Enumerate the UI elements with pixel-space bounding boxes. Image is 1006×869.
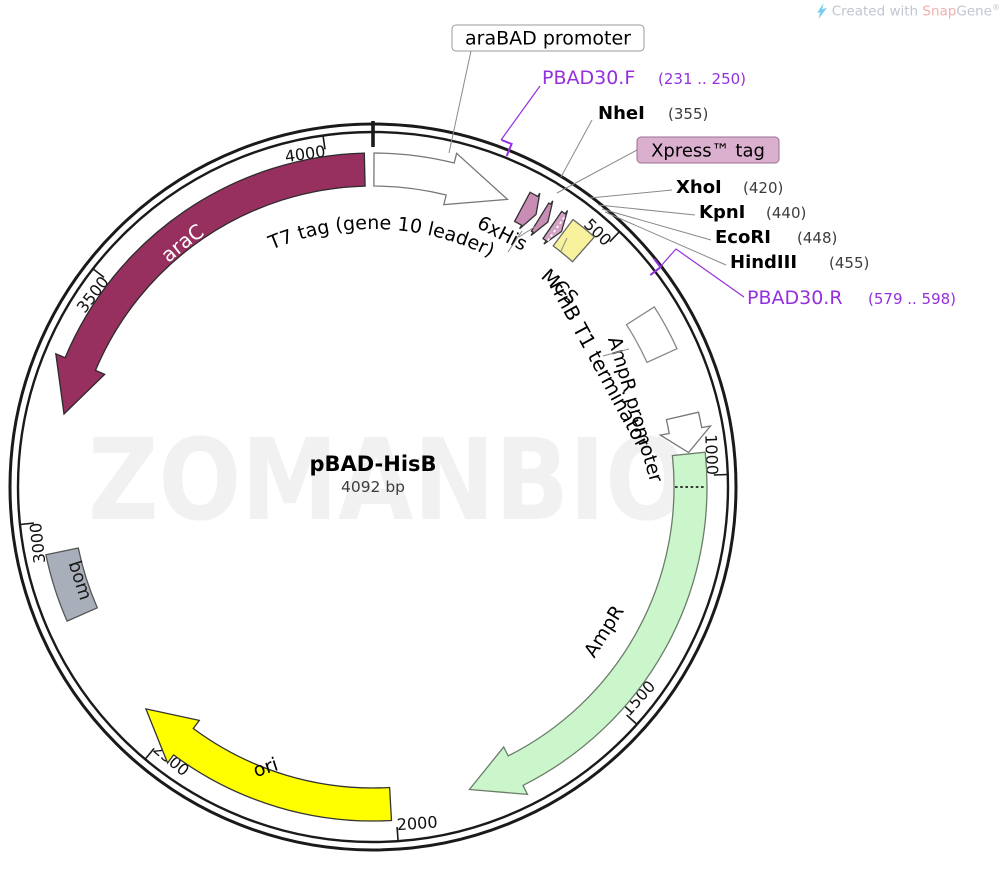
tick-label-2000: 2000 (396, 813, 438, 835)
primer-leader-PBAD30F (500, 85, 541, 141)
enzyme-leader-KpnI (597, 204, 696, 216)
enzyme-label-HindIII: HindIII (730, 252, 797, 273)
enzyme-position-XhoI: (420) (743, 179, 783, 197)
mcs-leader (560, 237, 568, 252)
tick-mark-3500 (92, 268, 105, 279)
xpress-leader (556, 149, 638, 194)
feature-T7tag (513, 191, 541, 230)
enzyme-leader-XhoI (589, 189, 673, 199)
snapgene-logo-icon (816, 3, 827, 20)
t7-tag-leader (507, 230, 523, 253)
feature-AmpR (468, 451, 708, 796)
feature-MCS (552, 218, 596, 263)
primer-label-PBAD30R: PBAD30.R (747, 287, 843, 309)
enzyme-label-EcoRI: EcoRI (715, 227, 771, 248)
plasmid-size: 4092 bp (341, 478, 405, 496)
primer-mark-PBAD30F (501, 139, 513, 157)
enzyme-position-HindIII: (455) (829, 254, 869, 272)
rrnb-leader (602, 348, 630, 357)
tick-mark-500 (609, 231, 621, 243)
enzyme-leader-EcoRI (601, 208, 712, 241)
plasmid-title: pBAD-HisB (309, 452, 436, 476)
callout-label-araBAD: araBAD promoter (465, 28, 631, 50)
snapgene-credit: Created with SnapGene® (814, 3, 1000, 20)
callout-box-Xpress (636, 136, 780, 164)
tick-mark-4000 (322, 135, 326, 150)
araBAD-leader (448, 50, 472, 154)
credit-text: Created with SnapGene® (831, 3, 1000, 20)
enzyme-label-NheI: NheI (598, 103, 645, 124)
feature-araBAD (373, 152, 510, 206)
tick-label-3000: 3000 (26, 522, 49, 565)
tick-mark-1000 (713, 473, 728, 476)
enzyme-position-EcoRI: (448) (797, 229, 837, 247)
callout-label-Xpress: Xpress™ tag (651, 140, 765, 161)
feature-araC (55, 152, 366, 416)
primer-label-PBAD30F: PBAD30.F (542, 67, 635, 89)
feature-AmpRprom (658, 411, 713, 454)
feature-label-T7tag: T7 tag (gene 10 leader) (265, 212, 498, 262)
enzyme-position-KpnI: (440) (766, 204, 806, 222)
feature-His6 (530, 200, 554, 237)
callout-box-araBAD (451, 24, 645, 52)
enzyme-leader-HindIII (604, 211, 727, 266)
enzyme-leader-NheI (560, 119, 593, 178)
primer-range-PBAD30F: (231 .. 250) (658, 70, 746, 88)
his6-leader (518, 225, 537, 238)
primer-range-PBAD30R: (579 .. 598) (868, 290, 956, 308)
feature-ori (144, 708, 393, 822)
enzyme-label-XhoI: XhoI (676, 177, 722, 198)
feature-rrnBT1 (625, 306, 678, 364)
tick-mark-1500 (626, 714, 638, 725)
primer-leader-PBAD30R (659, 248, 745, 298)
tick-mark-3000 (19, 522, 34, 526)
watermark-text: ZOMANBIO (88, 416, 688, 546)
tick-mark-2000 (396, 827, 399, 842)
feature-label-AmpR: AmpR (580, 602, 629, 662)
feature-Xpress (542, 210, 569, 245)
enzyme-label-KpnI: KpnI (699, 202, 745, 223)
feature-bom (45, 547, 99, 622)
enzyme-position-NheI: (355) (668, 105, 708, 123)
tick-mark-2500 (144, 747, 155, 760)
